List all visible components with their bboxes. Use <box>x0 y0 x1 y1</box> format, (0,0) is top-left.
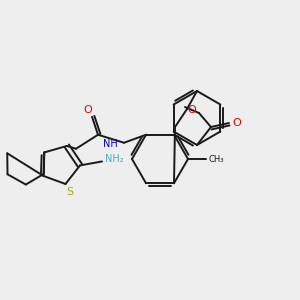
Text: O: O <box>84 105 92 115</box>
Text: CH₃: CH₃ <box>208 154 224 164</box>
Text: O: O <box>232 118 242 128</box>
Text: NH: NH <box>103 139 118 149</box>
Text: S: S <box>66 187 73 197</box>
Text: NH₂: NH₂ <box>105 154 123 164</box>
Text: O: O <box>188 105 196 115</box>
